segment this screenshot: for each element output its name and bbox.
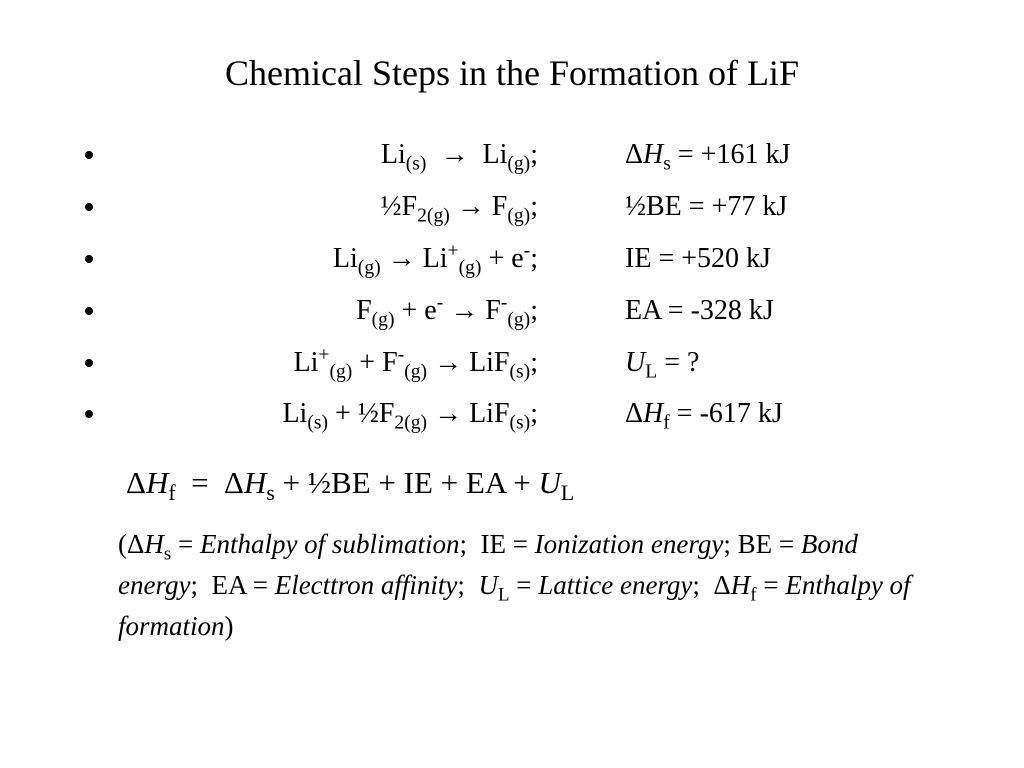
page-title: Chemical Steps in the Formation of LiF: [0, 0, 1024, 130]
step-item: ½F2(g) → F(g); ½BE = +77 kJ: [108, 182, 952, 234]
value-cell: ½BE = +77 kJ: [545, 182, 787, 231]
reaction-cell: Li(s) → Li(g);: [108, 130, 538, 182]
steps-list: Li(s) → Li(g); ΔHs = +161 kJ ½F2(g) → F(…: [72, 130, 952, 441]
value-cell: EA = -328 kJ: [545, 286, 774, 335]
legend-text: (ΔHs = Enthalpy of sublimation; IE = Ion…: [72, 526, 952, 644]
step-item: Li(g) → Li+(g) + e-; IE = +520 kJ: [108, 234, 952, 286]
reaction-cell: Li+(g) + F-(g) → LiF(s);: [108, 338, 538, 390]
value-cell: IE = +520 kJ: [545, 234, 771, 283]
summary-equation: ΔHf = ΔHs + ½BE + IE + EA + UL: [72, 465, 952, 506]
reaction-cell: F(g) + e- → F-(g);: [108, 286, 538, 338]
value-cell: ΔHf = -617 kJ: [545, 389, 783, 441]
value-cell: UL = ?: [545, 338, 699, 390]
step-item: Li(s) → Li(g); ΔHs = +161 kJ: [108, 130, 952, 182]
content-area: Li(s) → Li(g); ΔHs = +161 kJ ½F2(g) → F(…: [0, 130, 1024, 645]
reaction-cell: Li(s) + ½F2(g) → LiF(s);: [108, 389, 538, 441]
step-item: Li(s) + ½F2(g) → LiF(s); ΔHf = -617 kJ: [108, 389, 952, 441]
reaction-cell: ½F2(g) → F(g);: [108, 182, 538, 234]
step-item: Li+(g) + F-(g) → LiF(s); UL = ?: [108, 338, 952, 390]
step-item: F(g) + e- → F-(g); EA = -328 kJ: [108, 286, 952, 338]
reaction-cell: Li(g) → Li+(g) + e-;: [108, 234, 538, 286]
value-cell: ΔHs = +161 kJ: [545, 130, 790, 182]
